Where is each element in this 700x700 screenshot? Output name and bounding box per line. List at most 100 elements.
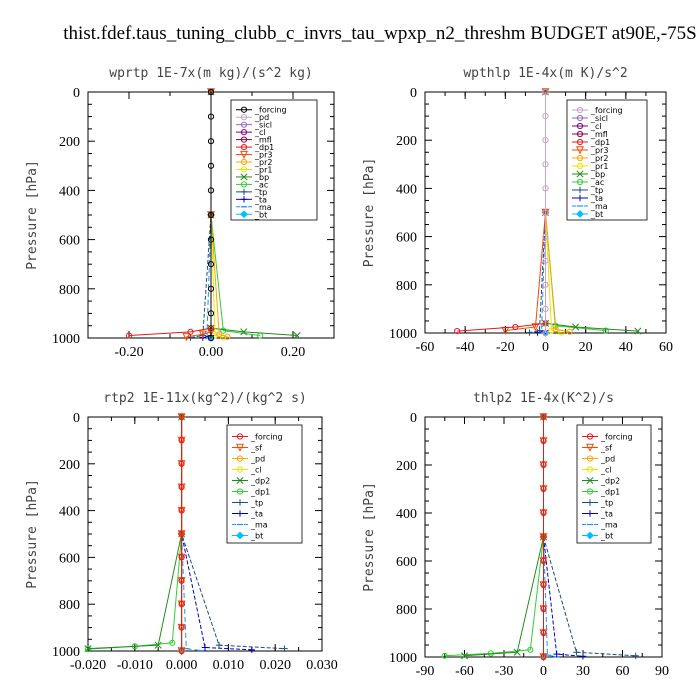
x-tick-label: 0.020	[259, 658, 291, 673]
legend-marker	[240, 158, 248, 166]
legend-marker	[576, 138, 584, 146]
legend-marker	[236, 510, 244, 517]
data-point	[540, 533, 547, 541]
data-point	[207, 334, 215, 342]
data-point	[178, 624, 185, 631]
legend-marker	[240, 188, 248, 196]
legend-marker	[586, 499, 594, 506]
data-point	[540, 485, 547, 493]
legend-marker	[576, 162, 584, 170]
y-tick-label: 1000	[52, 645, 80, 660]
data-point	[539, 413, 548, 422]
y-tick-label: 400	[396, 182, 417, 197]
y-tick-label: 200	[59, 135, 80, 150]
legend-marker	[586, 476, 594, 485]
data-point	[207, 187, 215, 194]
legend-marker	[236, 476, 244, 485]
data-point	[178, 413, 185, 421]
y-tick-label: 800	[396, 603, 417, 618]
legend-label: _bp	[254, 173, 269, 182]
y-tick-label: 600	[396, 555, 417, 570]
data-point	[177, 413, 186, 422]
legend-label: _pd	[250, 455, 265, 464]
x-tick-label: 40	[619, 340, 633, 355]
legend-marker	[576, 130, 584, 138]
data-point	[224, 333, 231, 340]
chart-panel-3: rtp2 1E-11x(kg^2)/(kg^2 s) Pressure [hPa]…	[25, 391, 338, 673]
legend-label: _dp2	[600, 477, 620, 486]
legend-marker	[236, 455, 244, 462]
legend-label: _bp	[590, 170, 605, 179]
legend-label: _forcing	[600, 433, 633, 442]
series-line	[87, 417, 183, 650]
series-group	[84, 413, 288, 656]
legend-label: _tp	[250, 499, 263, 508]
data-point	[220, 327, 227, 334]
legend-marker	[240, 196, 248, 203]
legend-marker	[239, 150, 249, 159]
y-tick-label: 800	[59, 283, 80, 298]
data-point	[540, 413, 547, 421]
legend-marker	[575, 146, 585, 155]
data-point	[542, 137, 549, 144]
y-tick-label: 200	[396, 459, 417, 474]
data-point	[207, 261, 215, 268]
y-tick-label: 0	[73, 86, 80, 101]
y-tick-label: 600	[396, 231, 417, 246]
legend-marker	[576, 106, 584, 114]
data-point	[540, 437, 547, 445]
data-point	[293, 331, 301, 340]
data-point	[178, 647, 185, 655]
legend-label: _ma	[254, 203, 272, 212]
data-point	[207, 310, 215, 317]
legend-label: _cl	[250, 466, 262, 475]
data-point	[178, 437, 185, 444]
data-point	[536, 327, 543, 334]
legend-label: _dp1	[600, 488, 620, 497]
legend-label: _forcing	[250, 433, 283, 442]
data-point	[178, 507, 185, 514]
legend-label: _bt	[590, 210, 603, 219]
legend-label: _forcing	[254, 106, 287, 115]
legend-marker	[586, 466, 594, 473]
data-point	[634, 327, 642, 335]
data-point	[542, 281, 549, 288]
legend-marker	[240, 166, 248, 173]
y-tick-label: 1000	[52, 332, 80, 347]
chart-title: thlp2 1E-4x(K^2)/s	[473, 391, 614, 406]
legend-label: _cl	[254, 128, 266, 137]
legend-label: _tp	[254, 188, 267, 197]
data-point	[540, 509, 547, 517]
data-point	[207, 138, 215, 145]
data-point	[178, 484, 185, 491]
legend-label: _pr1	[590, 162, 608, 171]
legend-marker	[240, 106, 248, 113]
legend-label: _bt	[600, 532, 613, 541]
data-point	[206, 88, 216, 97]
data-point	[178, 460, 185, 467]
legend-marker	[586, 531, 594, 540]
y-tick-label: 200	[59, 458, 80, 473]
legend-marker	[586, 433, 594, 440]
legend-marker	[240, 210, 248, 219]
chart-panel-4: thlp2 1E-4x(K^2)/s Pressure [hPa] 0 200 400 6…	[362, 391, 669, 679]
legend-label: _bt	[254, 210, 267, 219]
legend-label: _sf	[600, 444, 612, 453]
legend-label: _sicl	[254, 121, 272, 130]
legend-label: _ac	[254, 180, 268, 189]
legend-marker	[240, 181, 248, 188]
chart-title: rtp2 1E-11x(kg^2)/(kg^2 s)	[103, 391, 307, 406]
data-point	[579, 653, 587, 660]
legend-label: _tp	[590, 186, 603, 195]
data-point	[207, 88, 215, 96]
legend-marker	[576, 210, 584, 218]
data-point	[215, 641, 223, 649]
y-axis-label: Pressure [hPa]	[25, 479, 40, 589]
x-tick-label: 20	[579, 340, 593, 355]
data-point	[542, 113, 549, 120]
legend-label: _mfl	[254, 136, 272, 145]
data-point	[540, 653, 547, 661]
x-tick-label: -60	[416, 340, 435, 355]
data-point	[454, 327, 461, 335]
legend-marker	[576, 178, 584, 186]
